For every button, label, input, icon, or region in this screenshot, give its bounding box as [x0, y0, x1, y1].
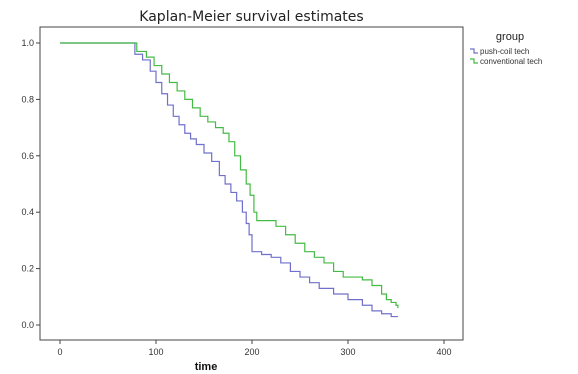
x-tick-label: 0 [57, 347, 62, 357]
y-tick-label: 0.8 [21, 94, 34, 104]
legend-label: conventional tech [480, 57, 542, 66]
x-axis: 0 100 200 300 400 [57, 340, 452, 357]
y-tick-label: 0.4 [21, 207, 34, 217]
series-group [60, 42, 399, 318]
series-line [60, 42, 399, 309]
x-tick-label: 200 [244, 347, 259, 357]
legend-swatch [470, 58, 478, 64]
legend-title: group [496, 31, 524, 43]
x-axis-label: time [195, 361, 218, 373]
x-tick-label: 400 [436, 347, 451, 357]
y-tick-label: 0.0 [21, 320, 34, 330]
y-tick-label: 1.0 [21, 38, 34, 48]
y-axis: 0.0 0.2 0.4 0.6 0.8 1.0 [21, 38, 40, 330]
legend-label: push-coil tech [480, 47, 529, 56]
x-tick-label: 100 [148, 347, 163, 357]
x-tick-label: 300 [340, 347, 355, 357]
y-tick-label: 0.6 [21, 151, 34, 161]
series-line [60, 42, 398, 318]
legend-swatch [470, 48, 478, 54]
y-tick-label: 0.2 [21, 264, 34, 274]
chart-title: Kaplan-Meier survival estimates [139, 9, 363, 25]
